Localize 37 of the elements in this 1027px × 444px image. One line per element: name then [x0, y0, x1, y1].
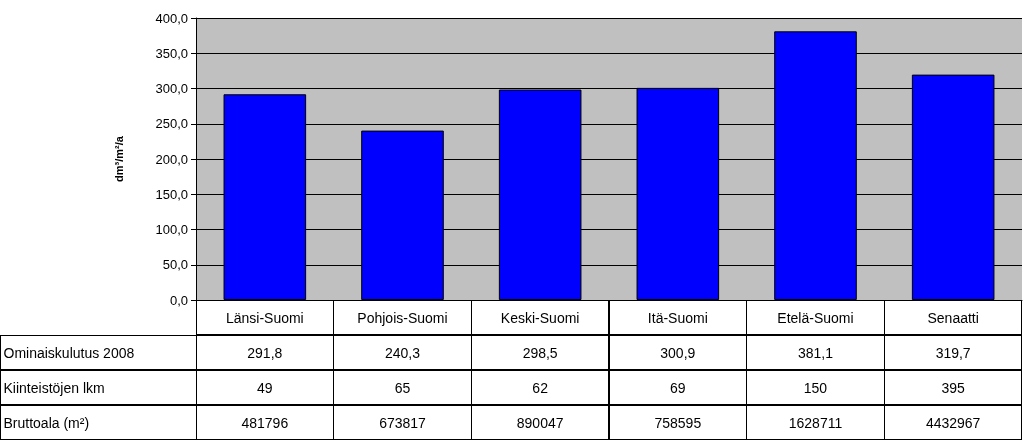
y-tick-label: 350,0: [155, 45, 188, 61]
text: 69: [608, 370, 748, 405]
x-tick-label: Itä-Suomi: [608, 300, 748, 335]
text: 890047: [470, 405, 610, 440]
text: Ominaiskulutus 2008: [0, 335, 197, 370]
y-axis-title: dm³/m²/a: [112, 135, 125, 182]
y-tick-label: 200,0: [155, 151, 188, 167]
y-tick-label: 250,0: [155, 116, 188, 132]
y-tick-label: 400,0: [155, 10, 188, 26]
text: 150: [746, 370, 885, 405]
y-tick-label: 100,0: [155, 222, 188, 237]
text: 65: [333, 370, 472, 405]
x-tick-label: Keski-Suomi: [470, 300, 610, 335]
data-label: 298,5: [470, 335, 610, 370]
x-tick-label: Pohjois-Suomi: [333, 300, 472, 335]
data-label: 240,3: [333, 335, 472, 370]
data-label: 319,7: [883, 335, 1023, 370]
text: 62: [470, 370, 610, 405]
text: 49: [195, 370, 335, 405]
text: 4432967: [883, 405, 1023, 440]
y-tick-label: 150,0: [155, 186, 188, 202]
data-label: 300,9: [608, 335, 748, 370]
text: 395: [883, 370, 1023, 405]
x-tick-label: Länsi-Suomi: [195, 300, 335, 335]
data-label: 381,1: [746, 335, 885, 370]
y-tick-label: 300,0: [155, 81, 188, 96]
text: Bruttoala (m²): [0, 405, 197, 440]
text: 758595: [608, 405, 748, 440]
y-tick-label: 0,0: [169, 292, 188, 308]
text: 481796: [195, 405, 335, 440]
y-tick-label: 50,0: [162, 257, 188, 273]
x-tick-label: Senaatti: [883, 300, 1023, 335]
data-label: 291,8: [195, 335, 335, 370]
text: 673817: [333, 405, 472, 440]
x-tick-label: Etelä-Suomi: [746, 300, 885, 335]
text: Kiinteistöjen lkm: [0, 370, 197, 405]
text: 1628711: [746, 405, 885, 440]
